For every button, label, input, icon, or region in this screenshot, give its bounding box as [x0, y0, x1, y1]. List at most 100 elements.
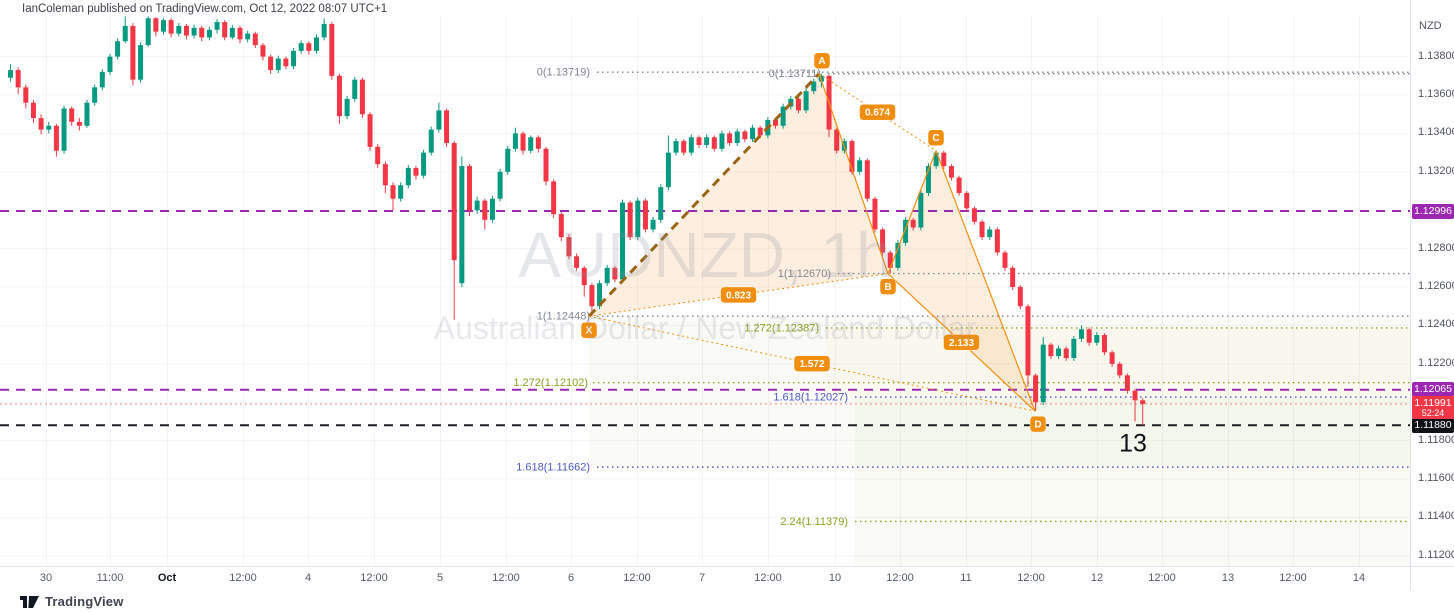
ratio-badge-label: 2.133: [949, 338, 974, 349]
pattern-point-A-bg: [813, 52, 831, 69]
candle-body: [459, 166, 465, 284]
ratio-badge-bg: [720, 286, 757, 304]
candle-body: [956, 177, 962, 193]
fib-level-label: 1.618(1.12027): [773, 392, 848, 404]
harmonic-pattern-fill[interactable]: [888, 150, 1035, 412]
candle-body: [206, 29, 212, 38]
candle-body: [451, 143, 457, 261]
pattern-edge-BC[interactable]: [887, 150, 937, 274]
candle-body: [214, 22, 220, 30]
pattern-point-A[interactable]: A: [813, 52, 831, 69]
candle-body: [1124, 375, 1130, 391]
ratio-badge-bg: [859, 103, 896, 121]
candle-body: [497, 171, 503, 199]
candle-body: [1002, 252, 1008, 268]
fib-level-label: 0(1.13719): [537, 67, 590, 79]
ratio-badge[interactable]: 0.674: [859, 103, 896, 121]
bar-countdown: 52:24: [1421, 408, 1445, 419]
candle-body: [933, 152, 939, 167]
price-tick-label: 1.12800: [1418, 241, 1454, 254]
attribution-text: IanColeman published on TradingView.com,…: [22, 3, 388, 15]
pattern-edge-CD[interactable]: [935, 150, 1036, 412]
pattern-point-X-label: X: [586, 326, 593, 337]
candle-body: [413, 167, 419, 176]
candle-body: [405, 167, 411, 186]
candle-body: [528, 137, 534, 151]
candle-body: [153, 18, 159, 32]
fib-band: [589, 316, 1410, 383]
candle-body: [811, 81, 817, 92]
candle-body: [872, 198, 878, 230]
candle-body: [795, 98, 801, 111]
candle-body: [382, 164, 388, 186]
candle-body: [161, 20, 166, 32]
time-tick-label: 6: [567, 572, 575, 584]
currency-label: NZD: [1419, 20, 1442, 32]
candle-body: [222, 22, 228, 38]
chart-pane[interactable]: AUDNZD, 1h Australian Dollar / New Zeala…: [0, 0, 1410, 590]
candle-body: [834, 129, 840, 151]
fib-level-label: 1.618(1.11662): [516, 462, 590, 474]
time-tick-label: 12:00: [1279, 572, 1307, 584]
candle-body: [650, 219, 656, 230]
candle-body: [688, 137, 694, 153]
price-tick-label: 1.13200: [1418, 164, 1454, 177]
tradingview-logo-icon: [20, 595, 39, 608]
price-tick-label: 1.12400: [1418, 318, 1454, 331]
fib-level-label: 1.272(1.12387): [744, 322, 819, 334]
text-annotation[interactable]: 13: [1119, 429, 1147, 458]
candle-body: [1063, 348, 1069, 359]
harmonic-pattern-fill[interactable]: [589, 73, 888, 317]
ratio-badge-label: 1.572: [799, 359, 824, 370]
price-tick-label: 1.11800: [1418, 433, 1454, 446]
ratio-badge[interactable]: 0.823: [720, 286, 757, 304]
pattern-edge-XD[interactable]: [588, 315, 1036, 412]
candle-body: [291, 50, 297, 67]
price-tick-label: 1.13800: [1418, 49, 1454, 62]
candle-body: [773, 119, 778, 126]
time-tick-label: Oct: [157, 572, 177, 584]
candle-body: [489, 198, 495, 220]
price-axis[interactable]: NZD 1.13800 1.13600 1.13400 1.13200 1.12800 1…: [1410, 0, 1454, 566]
pattern-point-B[interactable]: B: [879, 278, 897, 295]
fib-level-label: 0(1.13711): [769, 68, 821, 80]
pattern-point-D[interactable]: D: [1029, 415, 1047, 433]
price-tick-label: 1.12600: [1418, 280, 1454, 293]
candle-body: [99, 71, 105, 88]
candle-body: [1079, 329, 1084, 339]
pattern-point-X[interactable]: X: [580, 321, 598, 339]
candle-body: [298, 43, 304, 51]
ratio-badge-bg: [943, 334, 980, 351]
candle-body: [979, 221, 985, 238]
candle-body: [597, 283, 603, 307]
candle-body: [520, 133, 526, 151]
time-axis[interactable]: 30 11:00 Oct 12:00 4 12:00 5 12:00 6 12:00 7 12:00 1…: [0, 566, 1454, 591]
candle-body: [948, 166, 954, 178]
ratio-badge[interactable]: 1.572: [793, 355, 831, 372]
pattern-edge-AB[interactable]: [818, 73, 889, 274]
candlestick-chart[interactable]: 0(1.13719) 1(1.12448) 1.272(1.12102) 1.618(…: [0, 0, 1410, 590]
fib-band: [855, 397, 1410, 522]
candle-body: [1048, 344, 1054, 357]
candle-body: [176, 25, 182, 34]
candle-body: [352, 79, 358, 99]
candle-body: [1033, 375, 1039, 403]
candle-body: [887, 252, 893, 268]
pattern-point-A-label: A: [818, 56, 825, 67]
fib-level-label: 1(1.12448): [537, 311, 590, 323]
candle-body: [428, 129, 434, 153]
pattern-point-C[interactable]: C: [927, 129, 945, 146]
candle-body: [903, 219, 909, 243]
time-tick-label: 10: [828, 572, 842, 584]
candle-body: [818, 75, 824, 82]
candle-body: [1132, 390, 1138, 401]
candle-body: [719, 133, 725, 149]
ratio-badge[interactable]: 2.133: [943, 334, 980, 351]
fib-level-label: 1.272(1.12102): [513, 377, 588, 389]
pattern-edge-XA[interactable]: [587, 72, 821, 318]
candle-body: [665, 152, 671, 188]
candle-body: [183, 25, 189, 36]
candle-body: [757, 127, 763, 136]
tradingview-branding[interactable]: TradingView: [20, 591, 124, 611]
axis-separator: [1410, 0, 1411, 590]
